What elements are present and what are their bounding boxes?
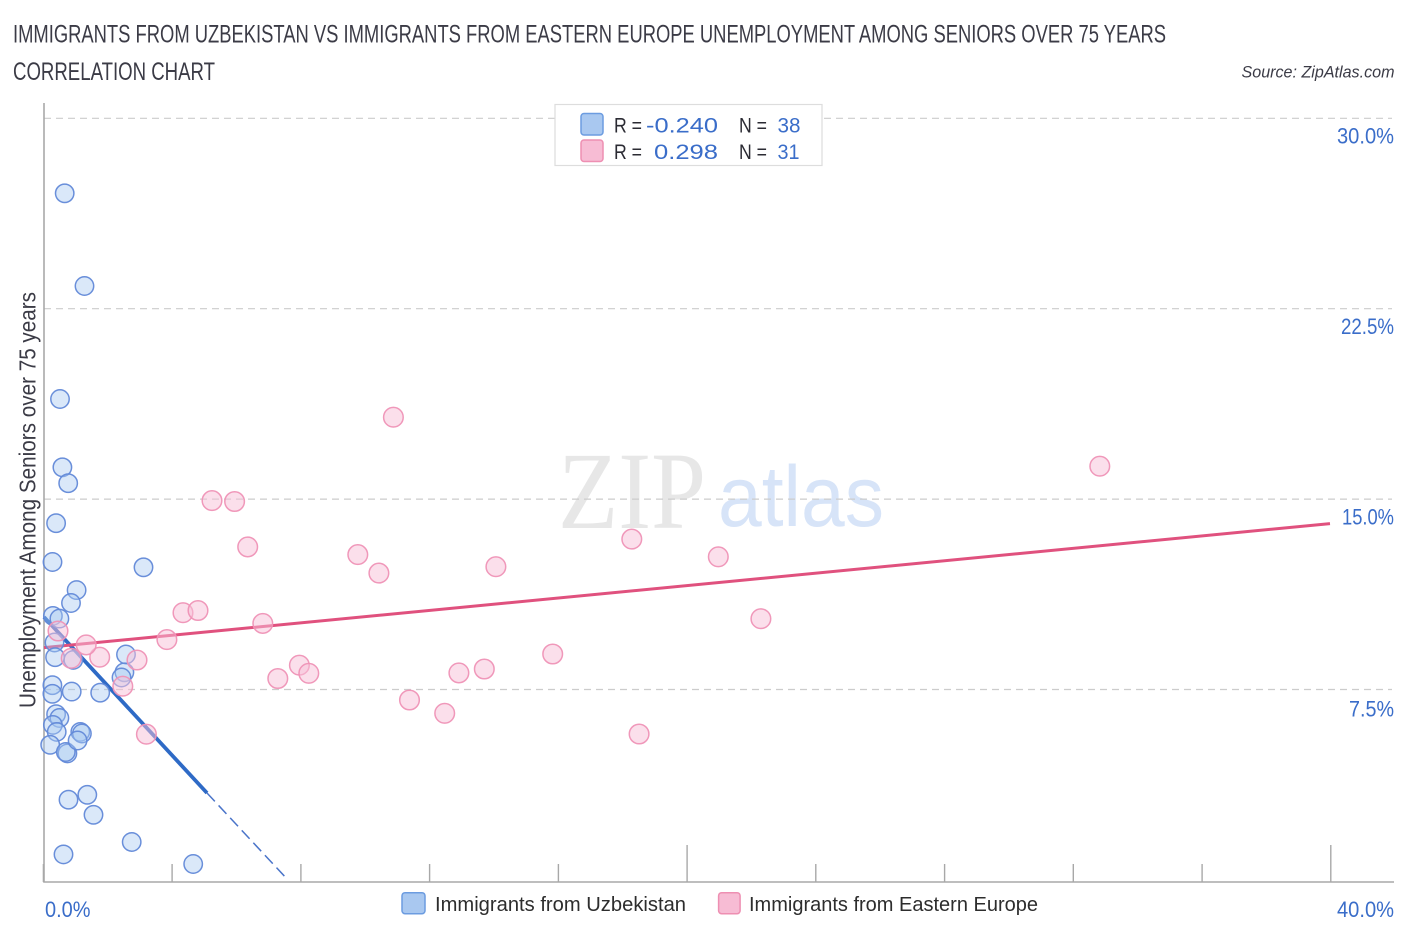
- svg-text:30.0%: 30.0%: [1337, 124, 1394, 149]
- svg-text:Immigrants from Eastern Europe: Immigrants from Eastern Europe: [749, 893, 1038, 916]
- svg-text:0.298: 0.298: [654, 141, 718, 164]
- svg-text:IMMIGRANTS FROM UZBEKISTAN VS: IMMIGRANTS FROM UZBEKISTAN VS IMMIGRANTS…: [13, 21, 1166, 49]
- svg-text:31: 31: [778, 141, 800, 164]
- svg-text:15.0%: 15.0%: [1342, 505, 1394, 530]
- svg-text:-0.240: -0.240: [646, 115, 718, 138]
- svg-text:R =: R =: [614, 141, 642, 164]
- svg-text:40.0%: 40.0%: [1337, 897, 1394, 922]
- svg-text:CORRELATION CHART: CORRELATION CHART: [13, 58, 215, 86]
- svg-text:atlas: atlas: [718, 449, 884, 545]
- svg-text:Immigrants from Uzbekistan: Immigrants from Uzbekistan: [435, 893, 686, 916]
- svg-text:Unemployment Among Seniors ove: Unemployment Among Seniors over 75 years: [15, 292, 41, 708]
- svg-text:38: 38: [778, 115, 801, 138]
- svg-text:0.0%: 0.0%: [45, 897, 91, 922]
- svg-text:7.5%: 7.5%: [1349, 697, 1394, 722]
- svg-text:N =: N =: [739, 115, 767, 138]
- svg-text:Source: ZipAtlas.com: Source: ZipAtlas.com: [1242, 63, 1395, 82]
- svg-text:R =: R =: [614, 115, 642, 138]
- svg-text:22.5%: 22.5%: [1341, 314, 1394, 339]
- svg-text:N =: N =: [739, 141, 767, 164]
